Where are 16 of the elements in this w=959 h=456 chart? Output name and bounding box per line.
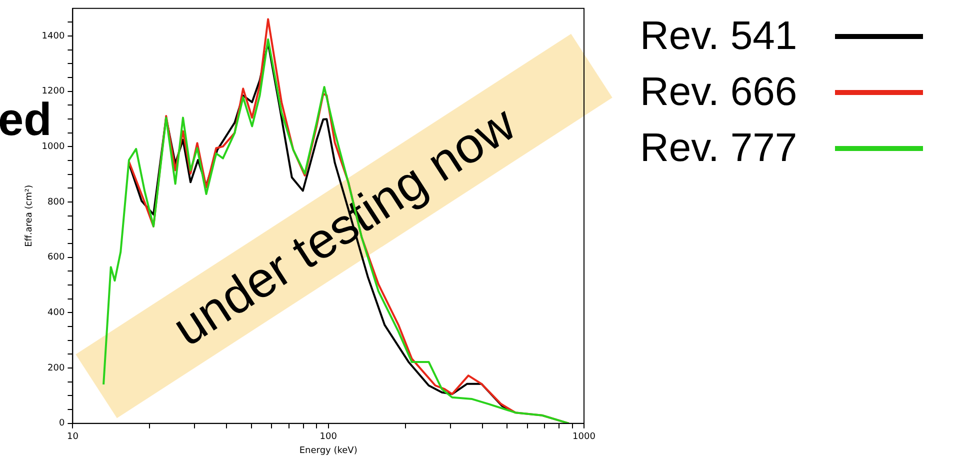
y-tick-label: 800 xyxy=(48,197,65,208)
legend-label: Rev. 541 xyxy=(640,14,798,58)
y-tick-label: 200 xyxy=(48,363,65,374)
x-axis-title: Energy (keV) xyxy=(299,446,358,456)
legend-label: Rev. 666 xyxy=(640,70,798,114)
y-tick-label: 600 xyxy=(48,252,65,263)
y-axis-title: Eff.area (cm²) xyxy=(24,184,35,247)
x-tick-label: 100 xyxy=(320,432,338,442)
legend-label: Rev. 777 xyxy=(640,126,798,170)
y-tick-label: 1000 xyxy=(42,142,65,152)
y-tick-label: 1200 xyxy=(42,86,65,97)
y-tick-label: 400 xyxy=(48,308,65,318)
y-tick-label: 0 xyxy=(58,418,65,429)
x-tick-label: 1000 xyxy=(572,432,596,442)
y-tick-label: 1400 xyxy=(42,31,65,42)
x-tick-label: 10 xyxy=(66,432,79,442)
